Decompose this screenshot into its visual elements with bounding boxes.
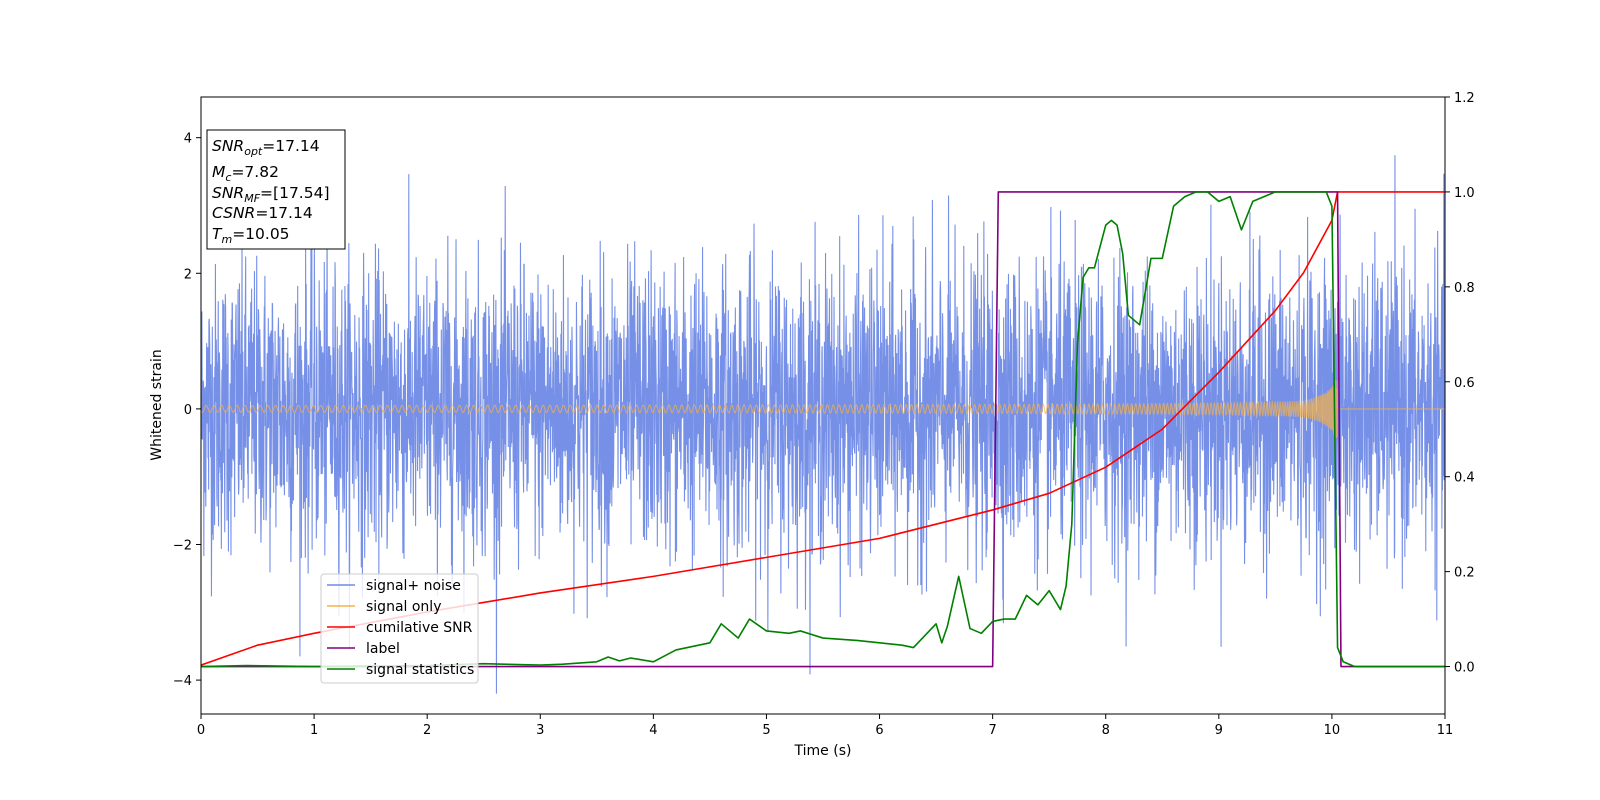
x-tick-label: 9 xyxy=(1215,723,1223,738)
x-tick-label: 1 xyxy=(310,723,318,738)
x-tick-label: 5 xyxy=(762,723,770,738)
y-left-tick-label: 2 xyxy=(184,267,192,282)
series-line-signal-statistics xyxy=(201,191,1445,668)
legend-label-signal-statistics: signal statistics xyxy=(366,662,474,678)
series-line-signal-noise xyxy=(201,155,1445,694)
annotation-box: SNRopt=17.14 Mc=7.82 SNRMF=[17.54] CSNR=… xyxy=(206,129,346,250)
annotation-snr-mf: SNRMF=[17.54] xyxy=(212,184,330,205)
y-axis-label: Whitened strain xyxy=(149,349,165,460)
x-tick-label: 6 xyxy=(875,723,883,738)
x-axis-label: Time (s) xyxy=(794,743,852,759)
series-signal-only xyxy=(201,380,1445,439)
x-axis: 0 1 2 3 4 5 6 7 8 9 10 11 xyxy=(197,714,1453,738)
x-tick-label: 8 xyxy=(1102,723,1110,738)
y-right-tick-label: 0.6 xyxy=(1454,376,1475,391)
x-tick-label: 11 xyxy=(1437,723,1454,738)
y-left-tick-label: −4 xyxy=(173,674,192,689)
annotation-snr-opt: SNRopt=17.14 xyxy=(212,137,320,158)
series-line-signal-only xyxy=(201,380,1445,439)
x-tick-label: 3 xyxy=(536,723,544,738)
legend: signal+ noise signal only cumilative SNR… xyxy=(320,573,479,684)
y-left-tick-label: 0 xyxy=(184,403,192,418)
y-right-tick-label: 0.2 xyxy=(1454,566,1475,581)
y-right-tick-label: 0.8 xyxy=(1454,281,1475,296)
y-axis-right: 1.2 1.0 0.8 0.6 0.4 0.2 0.0 xyxy=(1445,91,1475,676)
plot-frame xyxy=(200,96,1446,715)
series-signal-noise xyxy=(201,155,1445,694)
y-right-tick-label: 1.2 xyxy=(1454,91,1475,106)
x-tick-label: 2 xyxy=(423,723,431,738)
annotation-tm: Tm=10.05 xyxy=(212,225,290,246)
x-tick-label: 7 xyxy=(988,723,996,738)
y-right-tick-label: 1.0 xyxy=(1454,186,1475,201)
annotation-csnr: CSNR=17.14 xyxy=(212,204,313,222)
y-right-tick-label: 0.0 xyxy=(1454,661,1475,676)
x-tick-label: 10 xyxy=(1324,723,1341,738)
annotation-mc: Mc=7.82 xyxy=(212,163,279,184)
legend-label-label: label xyxy=(366,641,400,657)
y-axis-left: 4 2 0 −2 −4 xyxy=(173,132,201,689)
legend-label-signal-noise: signal+ noise xyxy=(366,578,461,594)
legend-label-cumulative-snr: cumilative SNR xyxy=(366,620,473,636)
x-tick-label: 0 xyxy=(197,723,205,738)
y-left-tick-label: 4 xyxy=(184,132,192,147)
legend-label-signal-only: signal only xyxy=(366,599,441,615)
y-left-tick-label: −2 xyxy=(173,538,192,553)
y-right-tick-label: 0.4 xyxy=(1454,471,1475,486)
series-signal-statistics xyxy=(201,191,1445,668)
x-tick-label: 4 xyxy=(649,723,657,738)
